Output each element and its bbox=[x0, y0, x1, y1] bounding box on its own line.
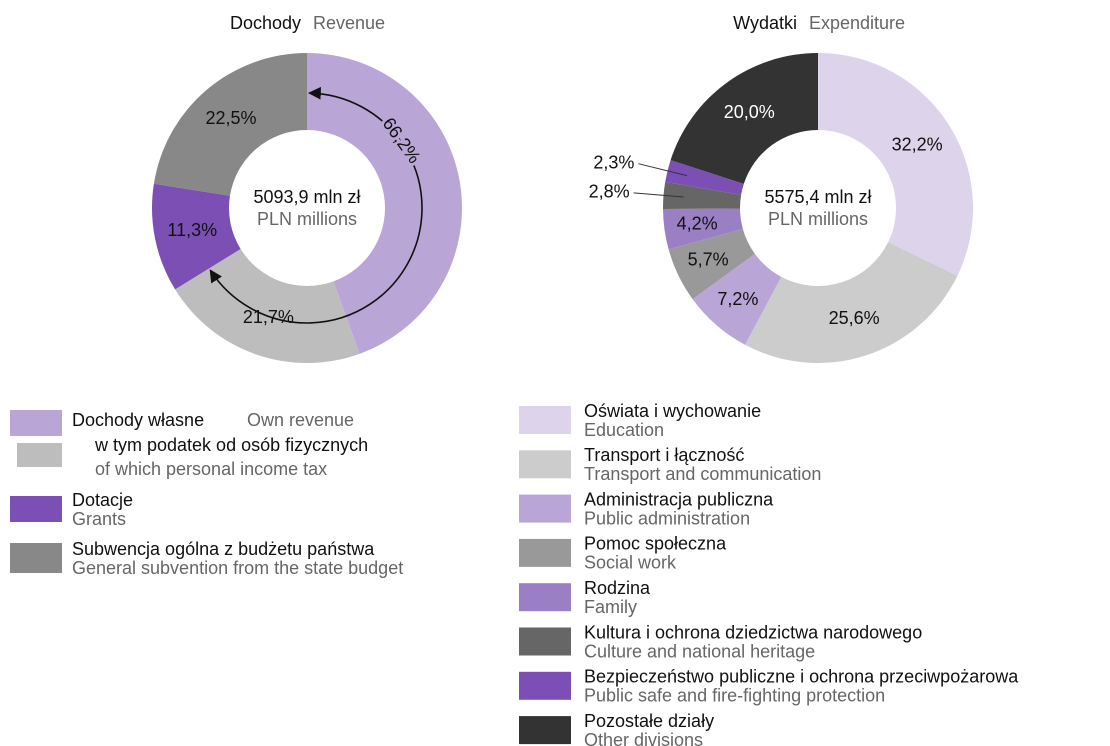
value-label: 2,3% bbox=[593, 152, 634, 172]
value-label: 2,8% bbox=[589, 182, 630, 202]
value-label: 25,6% bbox=[829, 308, 880, 328]
legend-label-en: Grants bbox=[72, 509, 126, 529]
legend-label-en: Public safe and fire-fighting protection bbox=[584, 686, 885, 706]
legend-swatch bbox=[519, 583, 571, 612]
legend-swatch bbox=[519, 716, 571, 745]
legend-label: Dotacje bbox=[72, 490, 133, 510]
legend-label: Pozostałe działy bbox=[584, 711, 714, 731]
donut-segment bbox=[818, 53, 973, 276]
legend-label-en: of which personal income tax bbox=[95, 459, 327, 479]
center-label: 5093,9 mln zł bbox=[253, 187, 360, 207]
chart-subtitle: Expenditure bbox=[809, 13, 905, 33]
donut-segment bbox=[663, 208, 743, 250]
donut-segment bbox=[662, 181, 742, 209]
legend-swatch bbox=[519, 450, 571, 479]
chart-title: Wydatki bbox=[733, 13, 797, 33]
center-sublabel: PLN millions bbox=[768, 209, 868, 229]
leader-line bbox=[633, 192, 684, 198]
center-label: 5575,4 mln zł bbox=[764, 187, 871, 207]
donut-segment bbox=[745, 242, 958, 363]
legend-label: Pomoc społeczna bbox=[584, 534, 727, 554]
legend-label: Rodzina bbox=[584, 578, 651, 598]
donut-segment bbox=[665, 160, 744, 195]
legend-swatch bbox=[519, 671, 571, 700]
value-label: 7,2% bbox=[717, 289, 758, 309]
donut-segment bbox=[307, 53, 462, 354]
legend-label: Subwencja ogólna z budżetu państwa bbox=[72, 539, 375, 559]
legend-label: Bezpieczeństwo publiczne i ochrona przec… bbox=[584, 667, 1019, 687]
value-label: 20,0% bbox=[724, 102, 775, 122]
legend-label: Oświata i wychowanie bbox=[584, 401, 761, 421]
value-label: 11,3% bbox=[167, 220, 217, 240]
annotation-arc bbox=[209, 86, 423, 324]
legend-swatch bbox=[10, 496, 62, 522]
value-label: 22,5% bbox=[205, 108, 256, 128]
legend-label-en: Education bbox=[584, 420, 664, 440]
legend-label-en: Culture and national heritage bbox=[584, 641, 815, 661]
legend-swatch bbox=[10, 410, 62, 436]
legend-label: Administracja publiczna bbox=[584, 489, 774, 509]
legend-swatch bbox=[519, 494, 571, 523]
legend-label: Kultura i ochrona dziedzictwa narodowego bbox=[584, 622, 922, 642]
legend-label-en: Public administration bbox=[584, 508, 750, 528]
center-sublabel: PLN millions bbox=[257, 209, 357, 229]
value-label: 5,7% bbox=[688, 250, 729, 270]
legend-swatch bbox=[17, 443, 62, 467]
legend-label-en: Own revenue bbox=[247, 410, 354, 430]
legend-label-en: Social work bbox=[584, 553, 677, 573]
legend-label-en: Other divisions bbox=[584, 730, 703, 746]
value-label: 32,2% bbox=[892, 135, 943, 155]
legend-label-en: General subvention from the state budget bbox=[72, 558, 403, 578]
legend-label: w tym podatek od osób fizycznych bbox=[94, 435, 368, 455]
donut-segment bbox=[668, 228, 755, 300]
chart-title: Dochody bbox=[230, 13, 301, 33]
donut-segment bbox=[670, 53, 818, 184]
legend-swatch bbox=[10, 543, 62, 573]
legend-label: Transport i łączność bbox=[584, 445, 744, 465]
legend-swatch bbox=[519, 406, 571, 434]
value-label: 4,2% bbox=[677, 214, 718, 234]
donut-segment bbox=[692, 253, 782, 345]
legend-swatch bbox=[519, 627, 571, 656]
legend-label: Dochody własne bbox=[72, 410, 204, 430]
legend-swatch bbox=[519, 538, 571, 567]
legend-label-en: Transport and communication bbox=[584, 464, 821, 484]
chart-subtitle: Revenue bbox=[313, 13, 385, 33]
leader-line bbox=[638, 163, 688, 177]
legend-label-en: Family bbox=[584, 597, 637, 617]
